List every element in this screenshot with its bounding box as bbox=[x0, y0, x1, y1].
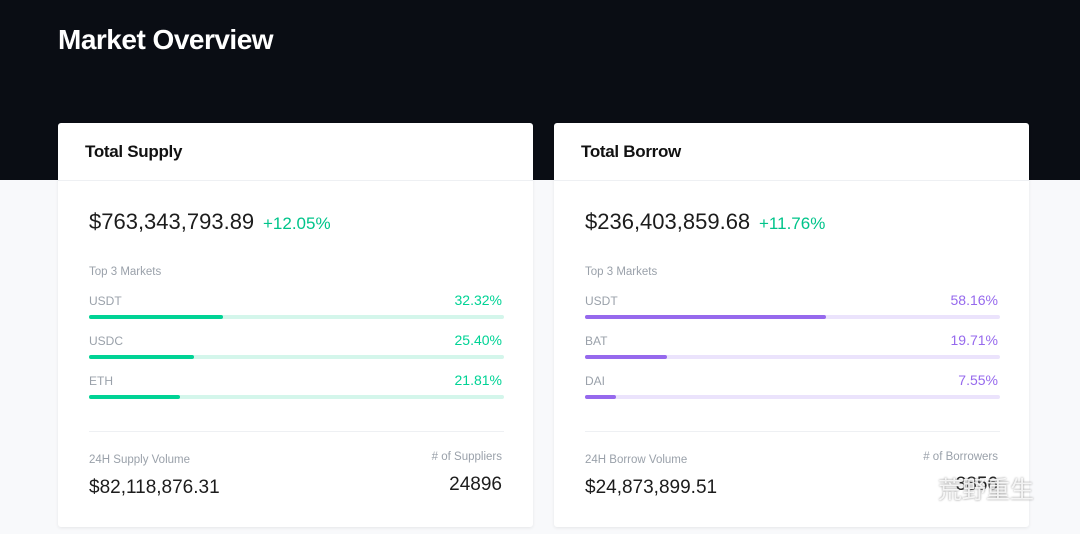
market-share: 21.81% bbox=[454, 372, 502, 388]
bar-fill bbox=[89, 315, 224, 319]
page-title: Market Overview bbox=[58, 24, 274, 55]
card-header: Total Supply bbox=[58, 123, 533, 181]
card-title: Total Borrow bbox=[581, 142, 681, 161]
market-name: DAI bbox=[585, 374, 606, 388]
card: Total Borrow $236,403,859.68 +11.76% Top 3 … bbox=[554, 123, 1029, 527]
market-name: USDT bbox=[89, 294, 122, 308]
bar-track bbox=[89, 395, 504, 399]
count: 24896 bbox=[449, 474, 502, 495]
card: Total Supply $763,343,793.89 +12.05% Top 3 … bbox=[58, 123, 533, 527]
volume-label: 24H Borrow Volume bbox=[585, 454, 688, 466]
count-label: # of Suppliers bbox=[431, 451, 502, 463]
markets-label: Top 3 Markets bbox=[89, 266, 162, 278]
bar-track bbox=[585, 315, 1000, 319]
market-share: 7.55% bbox=[958, 372, 998, 388]
market-name: USDT bbox=[585, 294, 618, 308]
bar-track bbox=[89, 315, 504, 319]
watermark: 荒野重生 bbox=[938, 477, 1034, 504]
markets-label: Top 3 Markets bbox=[585, 266, 658, 278]
market-share: 32.32% bbox=[454, 292, 502, 308]
count: 3856 bbox=[955, 474, 998, 495]
market-share: 19.71% bbox=[950, 332, 998, 348]
market-name: USDC bbox=[89, 334, 124, 348]
bar-track bbox=[89, 355, 504, 359]
market-share: 25.40% bbox=[454, 332, 502, 348]
count-label: # of Borrowers bbox=[923, 451, 998, 463]
card-header: Total Borrow bbox=[554, 123, 1029, 181]
change: +11.76% bbox=[759, 214, 826, 233]
volume: $24,873,899.51 bbox=[585, 477, 718, 498]
bar-fill bbox=[585, 355, 667, 359]
bar-track bbox=[585, 355, 1000, 359]
total-amount: $236,403,859.68 bbox=[585, 209, 751, 234]
bar-track bbox=[585, 395, 1000, 399]
market-share: 58.16% bbox=[950, 292, 998, 308]
change: +12.05% bbox=[263, 214, 331, 233]
total-amount: $763,343,793.89 bbox=[89, 209, 255, 234]
card-title: Total Supply bbox=[85, 142, 183, 161]
market-name: ETH bbox=[89, 374, 113, 388]
bar-fill bbox=[89, 395, 180, 399]
volume: $82,118,876.31 bbox=[89, 477, 220, 498]
bar-fill bbox=[89, 355, 195, 359]
divider bbox=[585, 431, 1000, 432]
divider bbox=[89, 431, 504, 432]
volume-label: 24H Supply Volume bbox=[89, 454, 191, 466]
bar-fill bbox=[585, 395, 617, 399]
market-name: BAT bbox=[585, 334, 608, 348]
bar-fill bbox=[585, 315, 827, 319]
